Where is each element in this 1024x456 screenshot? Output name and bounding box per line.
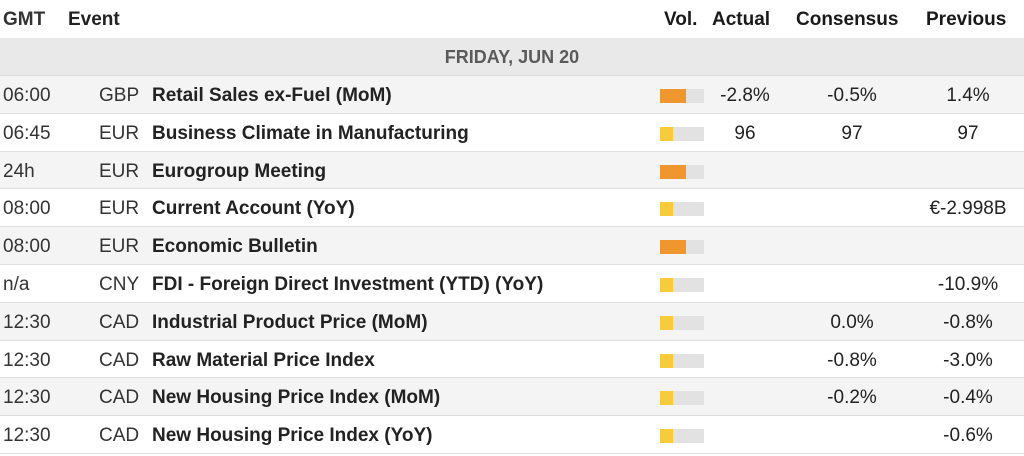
volatility-bar — [660, 315, 704, 330]
event-actual: -2.8% — [720, 85, 770, 106]
event-name[interactable]: Eurogroup Meeting — [152, 160, 327, 182]
event-previous: -0.4% — [943, 387, 993, 409]
volatility-bar-fill — [660, 391, 674, 406]
event-name[interactable]: Business Climate in Manufacturing — [152, 122, 469, 144]
volatility-bar-fill — [660, 429, 674, 444]
table-row[interactable]: 24h EUR Eurogroup Meeting — [0, 151, 1024, 190]
event-time: 06:45 — [3, 122, 51, 144]
volatility-bar — [660, 202, 704, 217]
column-header-event[interactable]: Event — [68, 9, 120, 30]
event-time: 08:00 — [3, 198, 51, 220]
column-header-actual[interactable]: Actual — [712, 9, 771, 30]
table-row[interactable]: n/a CNY FDI - Foreign Direct Investment (Y… — [0, 265, 1024, 303]
event-list: 06:00 GBP Retail Sales ex-Fuel (MoM) -2.8% -… — [0, 76, 1024, 454]
table-row[interactable]: 06:00 GBP Retail Sales ex-Fuel (MoM) -2.8% -… — [0, 76, 1024, 114]
event-name[interactable]: FDI - Foreign Direct Investment (YTD) (Y… — [152, 273, 544, 295]
event-previous: -10.9% — [937, 273, 999, 295]
event-time: 08:00 — [3, 236, 51, 258]
volatility-bar-fill — [660, 126, 674, 141]
volatility-bar — [660, 126, 704, 141]
event-previous: 1.4% — [946, 85, 990, 106]
column-header-consensus[interactable]: Consensus — [796, 9, 899, 30]
volatility-bar — [660, 240, 704, 255]
table-header: GMT Event Vol. Actual Consensus Previous — [0, 0, 1024, 38]
event-time: 12:30 — [3, 311, 51, 333]
event-currency: EUR — [99, 198, 140, 220]
event-currency: EUR — [99, 160, 140, 182]
volatility-bar-fill — [660, 277, 674, 292]
table-row[interactable]: 12:30 CAD Raw Material Price Index -0.8% -3.… — [0, 341, 1024, 379]
event-name[interactable]: Economic Bulletin — [152, 236, 318, 258]
volatility-bar — [660, 353, 704, 368]
table-row[interactable]: 12:30 CAD New Housing Price Index (YoY) -0.… — [0, 416, 1024, 454]
volatility-bar-fill — [660, 353, 674, 368]
event-currency: EUR — [99, 122, 140, 144]
event-name[interactable]: Current Account (YoY) — [152, 198, 355, 220]
event-currency: GBP — [99, 85, 140, 106]
event-currency: CAD — [99, 311, 140, 333]
event-previous: 97 — [957, 122, 979, 144]
table-row[interactable]: 12:30 CAD Industrial Product Price (MoM) 0.… — [0, 302, 1024, 341]
event-time: 06:00 — [3, 85, 51, 106]
volatility-bar — [660, 429, 704, 444]
column-header-gmt[interactable]: GMT — [3, 9, 46, 30]
event-currency: CNY — [99, 273, 140, 295]
table-row[interactable]: 08:00 EUR Current Account (YoY) €-2.998B — [0, 189, 1024, 228]
table-row[interactable]: 06:45 EUR Business Climate in Manufacturin… — [0, 114, 1024, 152]
volatility-bar-fill — [660, 202, 674, 217]
event-actual: 96 — [734, 122, 756, 144]
event-name[interactable]: New Housing Price Index (MoM) — [152, 387, 441, 409]
volatility-bar-fill — [660, 240, 687, 255]
volatility-bar-fill — [660, 315, 674, 330]
event-name[interactable]: Industrial Product Price (MoM) — [152, 311, 428, 333]
event-name[interactable]: New Housing Price Index (YoY) — [152, 425, 433, 447]
column-header-volatility[interactable]: Vol. — [664, 9, 698, 30]
event-consensus: -0.8% — [827, 349, 877, 371]
event-currency: CAD — [99, 387, 140, 409]
table-row[interactable]: 12:30 CAD New Housing Price Index (MoM) -0.… — [0, 378, 1024, 417]
event-previous: €-2.998B — [929, 198, 1007, 220]
event-name[interactable]: Raw Material Price Index — [152, 349, 375, 371]
column-header-previous[interactable]: Previous — [926, 9, 1007, 30]
event-previous: -3.0% — [943, 349, 993, 371]
volatility-bar — [660, 164, 704, 179]
table-row[interactable]: 08:00 EUR Economic Bulletin — [0, 227, 1024, 265]
event-consensus: -0.5% — [827, 85, 877, 106]
event-time: 12:30 — [3, 425, 51, 447]
event-consensus: 97 — [841, 122, 863, 144]
event-currency: EUR — [99, 236, 140, 258]
volatility-bar — [660, 391, 704, 406]
event-name[interactable]: Retail Sales ex-Fuel (MoM) — [152, 85, 392, 106]
event-currency: CAD — [99, 349, 140, 371]
event-time: 24h — [3, 160, 35, 182]
volatility-bar — [660, 89, 704, 103]
event-time: 12:30 — [3, 349, 51, 371]
volatility-bar — [660, 277, 704, 292]
event-consensus: -0.2% — [827, 387, 877, 409]
day-label: FRIDAY, JUN 20 — [444, 47, 580, 67]
volatility-bar-fill — [660, 164, 687, 179]
event-previous: -0.8% — [943, 311, 993, 333]
event-previous: -0.6% — [943, 425, 993, 447]
event-time: 12:30 — [3, 387, 51, 409]
event-currency: CAD — [99, 425, 140, 447]
event-time: n/a — [3, 273, 30, 295]
volatility-bar-fill — [660, 89, 687, 103]
event-consensus: 0.0% — [830, 311, 874, 333]
day-separator: FRIDAY, JUN 20 — [0, 38, 1024, 76]
